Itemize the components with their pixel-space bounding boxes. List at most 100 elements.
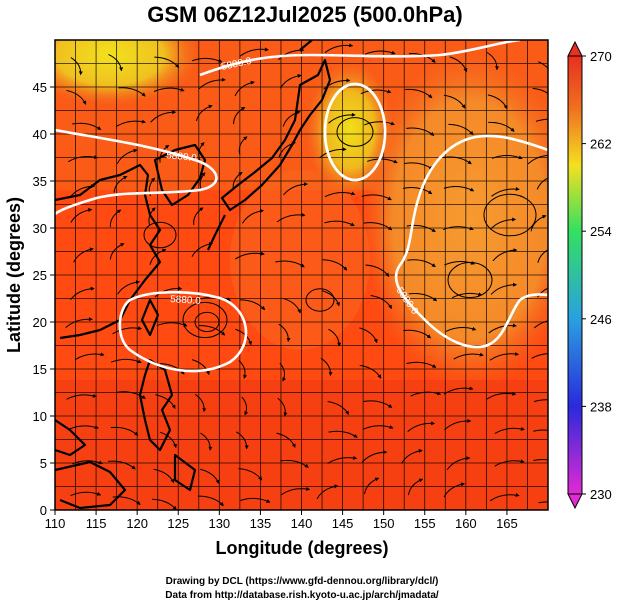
streamline: [283, 182, 308, 196]
coastlines: [55, 40, 332, 510]
streamline: [154, 56, 180, 68]
x-tick-label: 130: [208, 516, 230, 531]
streamline: [66, 89, 87, 105]
streamline: [109, 209, 122, 227]
streamline: [453, 352, 484, 360]
streamline: [489, 493, 520, 502]
streamline: [199, 325, 226, 336]
streamline: [538, 501, 548, 504]
streamline: [234, 251, 265, 260]
streamline: [66, 393, 97, 400]
streamline: [402, 187, 433, 195]
streamline: [362, 425, 394, 430]
streamline: [159, 431, 178, 449]
streamline: [277, 397, 288, 417]
streamline: [112, 496, 141, 505]
streamline: [445, 326, 477, 332]
streamline: [68, 425, 99, 430]
contour-label: 5880.0: [170, 294, 202, 307]
streamline: [239, 299, 266, 311]
y-tick-label: 10: [33, 409, 47, 424]
colorbar-tick-label: 238: [590, 399, 612, 414]
colorbar: 230 238 246 254 262 270: [567, 40, 612, 510]
y-tick-label: 15: [33, 362, 47, 377]
streamline: [320, 357, 333, 377]
streamline: [361, 194, 392, 201]
y-axis-ticks: 0 5 10 15 20 25 30 35 40 45: [33, 80, 55, 518]
streamline: [112, 326, 143, 335]
streamline: [489, 351, 519, 361]
streamline: [407, 421, 436, 433]
streamline: [73, 247, 94, 263]
circulation-ring: [143, 221, 177, 249]
streamline: [239, 497, 271, 503]
x-axis-ticks: 110 115 120 125 130 135 140 145 150 155 160 165: [45, 510, 518, 531]
streamline: [72, 122, 102, 131]
streamline: [242, 208, 265, 224]
streamline: [324, 220, 355, 227]
streamline: [531, 353, 548, 359]
x-tick-label: 165: [496, 516, 518, 531]
x-tick-label: 110: [45, 516, 66, 531]
streamline: [327, 455, 358, 464]
streamline: [363, 222, 393, 231]
streamline: [153, 468, 175, 484]
streamline: [107, 460, 136, 470]
streamline: [444, 418, 472, 431]
streamline: [322, 259, 348, 271]
streamline: [70, 286, 95, 300]
lat-lon-grid: [54, 39, 549, 511]
circulation-ring: [305, 288, 335, 312]
streamline: [154, 286, 183, 298]
streamline: [527, 154, 548, 165]
streamline: [193, 207, 204, 226]
streamline: [443, 94, 466, 109]
colorbar-tick-label: 246: [590, 312, 612, 327]
streamline: [359, 364, 382, 379]
streamline: [367, 158, 398, 164]
streamline: [110, 426, 139, 436]
x-tick-label: 155: [414, 516, 436, 531]
streamline: [151, 498, 177, 510]
wind-streamlines: [65, 43, 548, 510]
streamline: [275, 260, 305, 268]
streamline: [406, 361, 437, 368]
streamline: [405, 88, 433, 99]
streamline: [324, 43, 354, 54]
streamline: [70, 491, 102, 497]
streamline: [537, 249, 548, 263]
streamline: [363, 400, 393, 408]
y-tick-label: 30: [33, 221, 47, 236]
circulation-ring: [182, 301, 228, 339]
streamline: [319, 147, 347, 159]
streamline: [443, 185, 475, 192]
streamline: [150, 110, 177, 123]
streamline: [406, 224, 436, 233]
streamline: [323, 78, 351, 90]
streamline: [200, 432, 213, 451]
y-tick-label: 45: [33, 80, 47, 95]
streamline: [276, 432, 296, 448]
streamline: [486, 52, 500, 71]
colorbar-bar: [567, 55, 583, 495]
streamline: [494, 459, 525, 467]
streamline: [159, 363, 185, 375]
streamline: [533, 320, 548, 329]
x-tick-label: 145: [332, 516, 354, 531]
streamline: [487, 94, 508, 110]
colorbar-tick-label: 262: [590, 137, 612, 152]
circulation-ring: [336, 117, 374, 147]
streamline: [404, 162, 434, 170]
streamline: [536, 177, 548, 190]
streamline: [195, 104, 213, 122]
streamline: [70, 57, 83, 76]
streamline: [118, 87, 146, 97]
streamline: [108, 53, 124, 72]
x-tick-label: 150: [373, 516, 395, 531]
streamline: [156, 322, 188, 327]
y-tick-label: 0: [40, 503, 47, 518]
streamline: [113, 175, 128, 193]
streamline: [278, 323, 291, 342]
streamline: [488, 323, 517, 334]
streamline: [328, 328, 342, 347]
